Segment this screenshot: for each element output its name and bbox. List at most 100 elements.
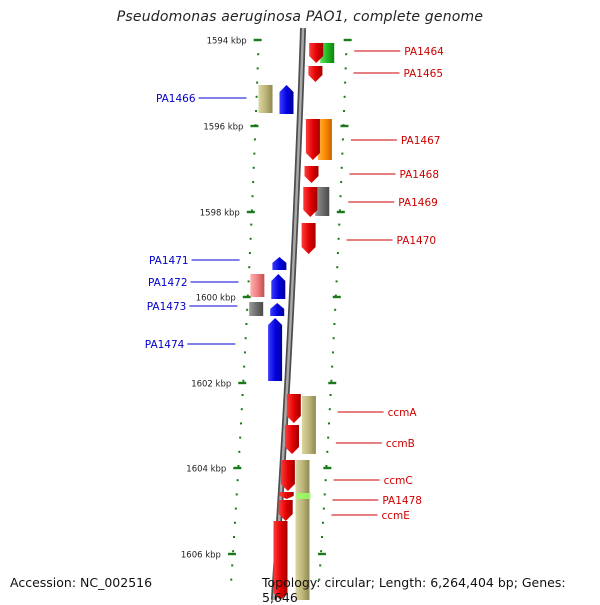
major-tick-left: [250, 124, 259, 128]
gene-PA1473: [270, 303, 285, 316]
scale-dot-left: [256, 81, 259, 84]
gene-label: PA1469: [398, 197, 438, 209]
scale-dot-right: [337, 237, 340, 240]
scale-dot-left: [230, 578, 233, 581]
scale-dot-right: [336, 266, 339, 269]
gene-label: ccmB: [386, 438, 415, 450]
scale-labels: 1594 kbp 1596 kbp 1598 kbp 1600 kbp 1602 kbp…: [181, 37, 247, 561]
scale-dot-left: [243, 351, 246, 354]
feature-bar: [301, 396, 316, 454]
scale-dot-left: [238, 450, 241, 453]
scale-dot-right: [323, 493, 326, 496]
scale-dot-left: [251, 195, 254, 198]
gene-labels: PA1464 PA1465 PA1466 PA1467 PA1468 PA1469 PA14…: [145, 46, 444, 522]
gene-ccmB: [285, 425, 299, 454]
gene-PA1465: [308, 66, 323, 82]
major-tick-right: [328, 381, 337, 385]
scale-dot-right: [327, 422, 330, 425]
scale-dot-left: [231, 564, 234, 567]
scale-dot-left: [255, 95, 258, 98]
feature-bar: [317, 119, 332, 160]
scale-dot-right: [318, 578, 321, 581]
scale-label: 1598 kbp: [200, 209, 240, 219]
gene-PA1470: [301, 223, 316, 254]
gene-label: PA1464: [404, 46, 444, 58]
scale-dot-left: [252, 181, 255, 183]
scale-dot-right: [338, 209, 341, 212]
feature-bar: [249, 302, 264, 316]
scale-ticks: [227, 38, 352, 581]
scale-dot-left: [239, 422, 242, 425]
scale-dot-right: [334, 308, 337, 311]
scale-dot-left: [249, 237, 252, 240]
map-title: Pseudomonas aeruginosa PAO1, complete ge…: [116, 9, 484, 25]
scale-dot-left: [255, 110, 258, 112]
scale-dot-right: [322, 507, 325, 510]
gene-ccmA: [286, 394, 301, 423]
major-tick-right: [317, 552, 326, 556]
scale-dot-right: [345, 53, 348, 56]
scale-dot-right: [338, 223, 341, 226]
scale-dot-right: [328, 408, 331, 411]
scale-dot-left: [252, 166, 255, 169]
major-tick-left: [238, 381, 247, 385]
major-tick-right: [336, 210, 345, 214]
scale-dot-right: [330, 379, 333, 382]
scale-dot-left: [233, 536, 236, 538]
scale-dot-left: [236, 479, 239, 482]
scale-dot-right: [333, 323, 336, 325]
scale-dot-right: [344, 81, 347, 84]
scale-dot-right: [331, 351, 334, 354]
scale-dot-left: [247, 280, 250, 283]
gene-PA1464: [309, 43, 324, 63]
gene-label: PA1465: [403, 68, 443, 80]
gene-PA1472: [271, 274, 286, 299]
feature-tracks: [249, 43, 335, 600]
scale-label: 1606 kbp: [181, 551, 221, 561]
scale-dot-right: [336, 252, 339, 254]
scale-dot-right: [339, 195, 342, 198]
major-tick-left: [227, 552, 236, 556]
major-tick-right: [332, 295, 341, 299]
scale-dot-left: [237, 465, 240, 467]
scale-dot-left: [248, 266, 251, 269]
scale-dot-left: [256, 67, 259, 70]
gene-label: PA1466: [156, 93, 196, 105]
accession-text: Accession: NC_002516: [10, 575, 153, 590]
scale-dot-right: [343, 95, 346, 98]
scale-dot-left: [235, 493, 238, 496]
gene-label: PA1468: [399, 169, 439, 181]
gene-unlabeled: [273, 521, 288, 600]
scale-dot-right: [335, 280, 338, 283]
feature-bar: [315, 187, 330, 216]
major-tick-right: [323, 466, 332, 470]
scale-dot-right: [344, 67, 347, 70]
scale-dot-right: [329, 394, 332, 396]
scale-label: 1596 kbp: [203, 123, 243, 133]
scale-dot-left: [253, 152, 256, 155]
gene-PA1478: [279, 492, 294, 499]
gene-label: ccmA: [388, 407, 418, 419]
scale-dot-right: [332, 337, 335, 340]
gene-label: PA1478: [382, 495, 422, 507]
scale-dot-right: [321, 521, 324, 524]
scale-dot-left: [245, 323, 248, 325]
scale-dot-left: [242, 379, 245, 382]
scale-dot-left: [257, 53, 260, 56]
scale-dot-left: [248, 252, 251, 254]
scale-dot-left: [239, 436, 242, 439]
gene-ccmE: [278, 500, 293, 521]
feature-bar: [250, 274, 265, 297]
gene-PA1471: [272, 257, 287, 270]
scale-dot-right: [327, 436, 330, 439]
scale-label: 1604 kbp: [186, 465, 226, 475]
gene-label: PA1473: [147, 301, 187, 313]
scale-dot-left: [233, 521, 236, 524]
scale-dot-right: [334, 294, 337, 297]
scale-dot-right: [341, 152, 344, 155]
gene-label: PA1470: [397, 235, 437, 247]
gene-label: PA1467: [401, 135, 441, 147]
scale-dot-left: [250, 223, 253, 226]
scale-dot-left: [244, 337, 247, 340]
